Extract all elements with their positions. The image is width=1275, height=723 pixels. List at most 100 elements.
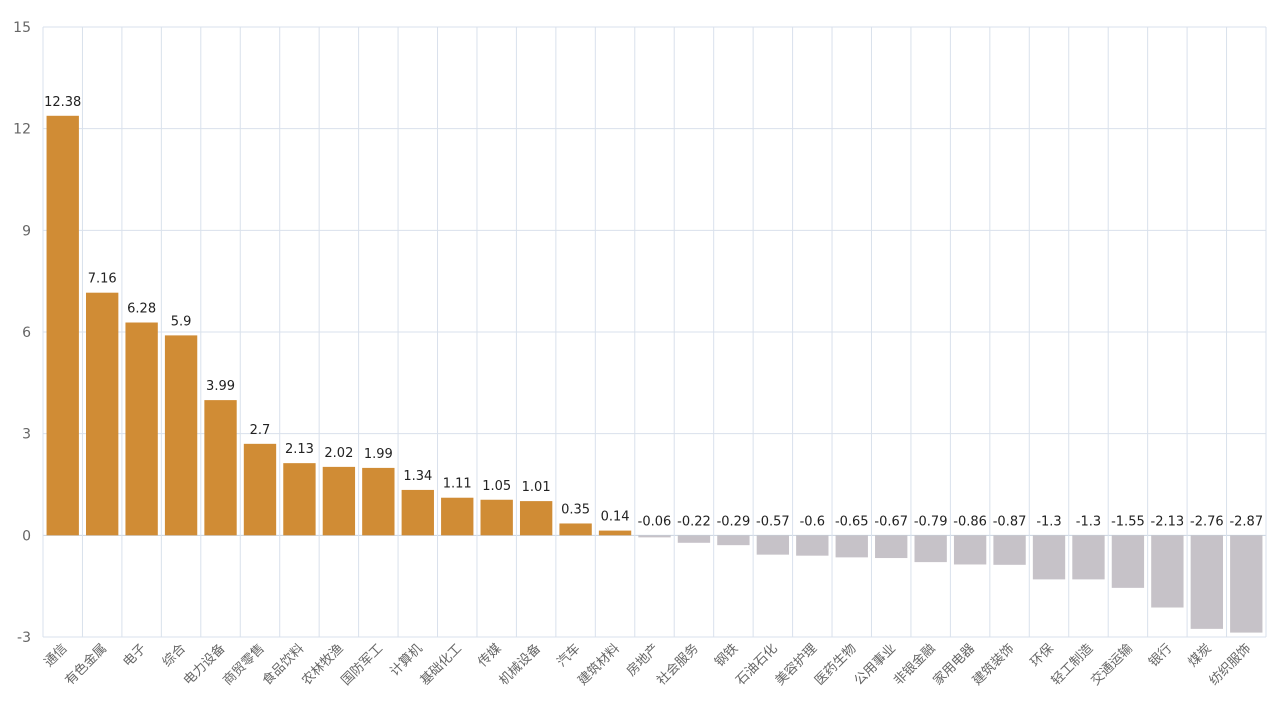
category-label: 建筑装饰 xyxy=(969,641,1017,689)
bar xyxy=(559,523,592,536)
bar xyxy=(796,535,829,556)
value-label: -1.3 xyxy=(1076,514,1101,529)
category-label: 有色金属 xyxy=(62,641,110,689)
value-label: -0.06 xyxy=(638,514,672,529)
value-label: 6.28 xyxy=(127,302,156,317)
category-label: 电子 xyxy=(120,641,149,670)
category-label: 综合 xyxy=(160,641,189,670)
value-label: -0.29 xyxy=(717,514,751,529)
category-label: 纺织服饰 xyxy=(1207,641,1254,688)
value-label: -2.87 xyxy=(1229,514,1263,529)
y-tick-label: -3 xyxy=(17,630,31,646)
value-label: 2.7 xyxy=(250,423,271,438)
bar xyxy=(1151,535,1184,608)
value-labels: 12.38 7.16 6.28 5.9 3.99 2.7 2.13 2.02 1.99 1.34 1… xyxy=(44,95,1263,530)
category-label: 电力设备 xyxy=(180,641,228,689)
value-label: -2.76 xyxy=(1190,514,1224,529)
bar xyxy=(835,535,868,558)
bar xyxy=(875,535,908,559)
bar xyxy=(1111,535,1145,588)
category-label: 环保 xyxy=(1028,641,1057,670)
bar xyxy=(1072,535,1105,580)
value-label: 2.02 xyxy=(324,446,353,461)
bar xyxy=(401,489,434,536)
bar xyxy=(638,535,671,538)
bar xyxy=(677,535,711,543)
value-label: 1.11 xyxy=(443,477,472,492)
value-label: 5.9 xyxy=(171,314,192,329)
bar xyxy=(164,335,198,536)
category-label: 公用事业 xyxy=(852,641,899,688)
value-label: -2.13 xyxy=(1151,514,1185,529)
category-label: 医药生物 xyxy=(812,641,859,688)
value-label: 7.16 xyxy=(88,272,117,287)
category-label: 计算机 xyxy=(387,641,425,679)
bar xyxy=(362,467,395,536)
category-label: 非银金融 xyxy=(890,641,938,689)
bar xyxy=(322,466,356,536)
y-axis-ticks: -3 0 3 6 9 12 15 xyxy=(13,20,31,646)
category-label: 基础化工 xyxy=(418,641,465,688)
category-label: 社会服务 xyxy=(654,641,702,689)
bars xyxy=(46,115,1263,633)
grid-lines xyxy=(42,26,1267,638)
bar xyxy=(717,535,750,546)
value-label: -0.65 xyxy=(835,514,869,529)
category-label: 银行 xyxy=(1146,641,1175,670)
value-label: -0.6 xyxy=(800,514,825,529)
category-label: 商贸零售 xyxy=(220,641,268,689)
value-label: 0.14 xyxy=(601,510,630,525)
bar xyxy=(756,535,790,555)
bar xyxy=(953,535,987,565)
value-label: 1.34 xyxy=(403,469,432,484)
category-label: 轻工制造 xyxy=(1049,641,1096,688)
y-tick-label: 0 xyxy=(22,528,31,544)
value-label: -1.3 xyxy=(1036,514,1061,529)
value-label: 0.35 xyxy=(561,502,590,517)
y-tick-label: 15 xyxy=(13,20,31,36)
bar xyxy=(243,443,277,536)
bar xyxy=(1230,535,1263,633)
category-label: 煤炭 xyxy=(1186,641,1215,670)
value-label: -0.87 xyxy=(993,514,1027,529)
value-label: 1.05 xyxy=(482,479,511,494)
bar xyxy=(46,115,79,536)
value-label: -0.67 xyxy=(874,514,908,529)
category-label: 房地产 xyxy=(623,641,662,680)
category-label: 汽车 xyxy=(554,641,584,671)
category-label: 美容护理 xyxy=(772,641,820,689)
category-label: 传媒 xyxy=(476,641,505,670)
category-label: 机械设备 xyxy=(496,641,544,689)
y-tick-label: 12 xyxy=(13,122,31,138)
y-tick-label: 9 xyxy=(22,223,31,239)
value-label: -0.22 xyxy=(677,514,711,529)
category-label: 石油石化 xyxy=(733,641,780,688)
bar xyxy=(598,530,632,536)
value-label: 12.38 xyxy=(44,95,81,110)
category-label: 建筑材料 xyxy=(575,641,623,689)
bar xyxy=(441,497,474,536)
value-label: -0.79 xyxy=(914,514,948,529)
y-tick-label: 3 xyxy=(22,427,31,443)
category-label: 农林牧渔 xyxy=(299,641,346,688)
bar xyxy=(283,463,316,536)
category-label: 交通运输 xyxy=(1088,641,1136,689)
bar xyxy=(993,535,1026,565)
category-label: 家用电器 xyxy=(930,641,978,689)
category-label: 食品饮料 xyxy=(259,641,307,689)
category-label: 钢铁 xyxy=(712,641,741,670)
category-label: 通信 xyxy=(42,641,71,670)
value-label: 1.99 xyxy=(364,447,393,462)
value-label: -1.55 xyxy=(1111,514,1145,529)
bar xyxy=(1190,535,1223,629)
bar xyxy=(86,292,119,536)
bar xyxy=(1032,535,1066,580)
value-label: -0.86 xyxy=(953,514,987,529)
bar xyxy=(480,499,513,536)
bar xyxy=(204,400,237,536)
bar xyxy=(519,501,553,536)
value-label: 3.99 xyxy=(206,379,235,394)
bar xyxy=(125,322,158,536)
